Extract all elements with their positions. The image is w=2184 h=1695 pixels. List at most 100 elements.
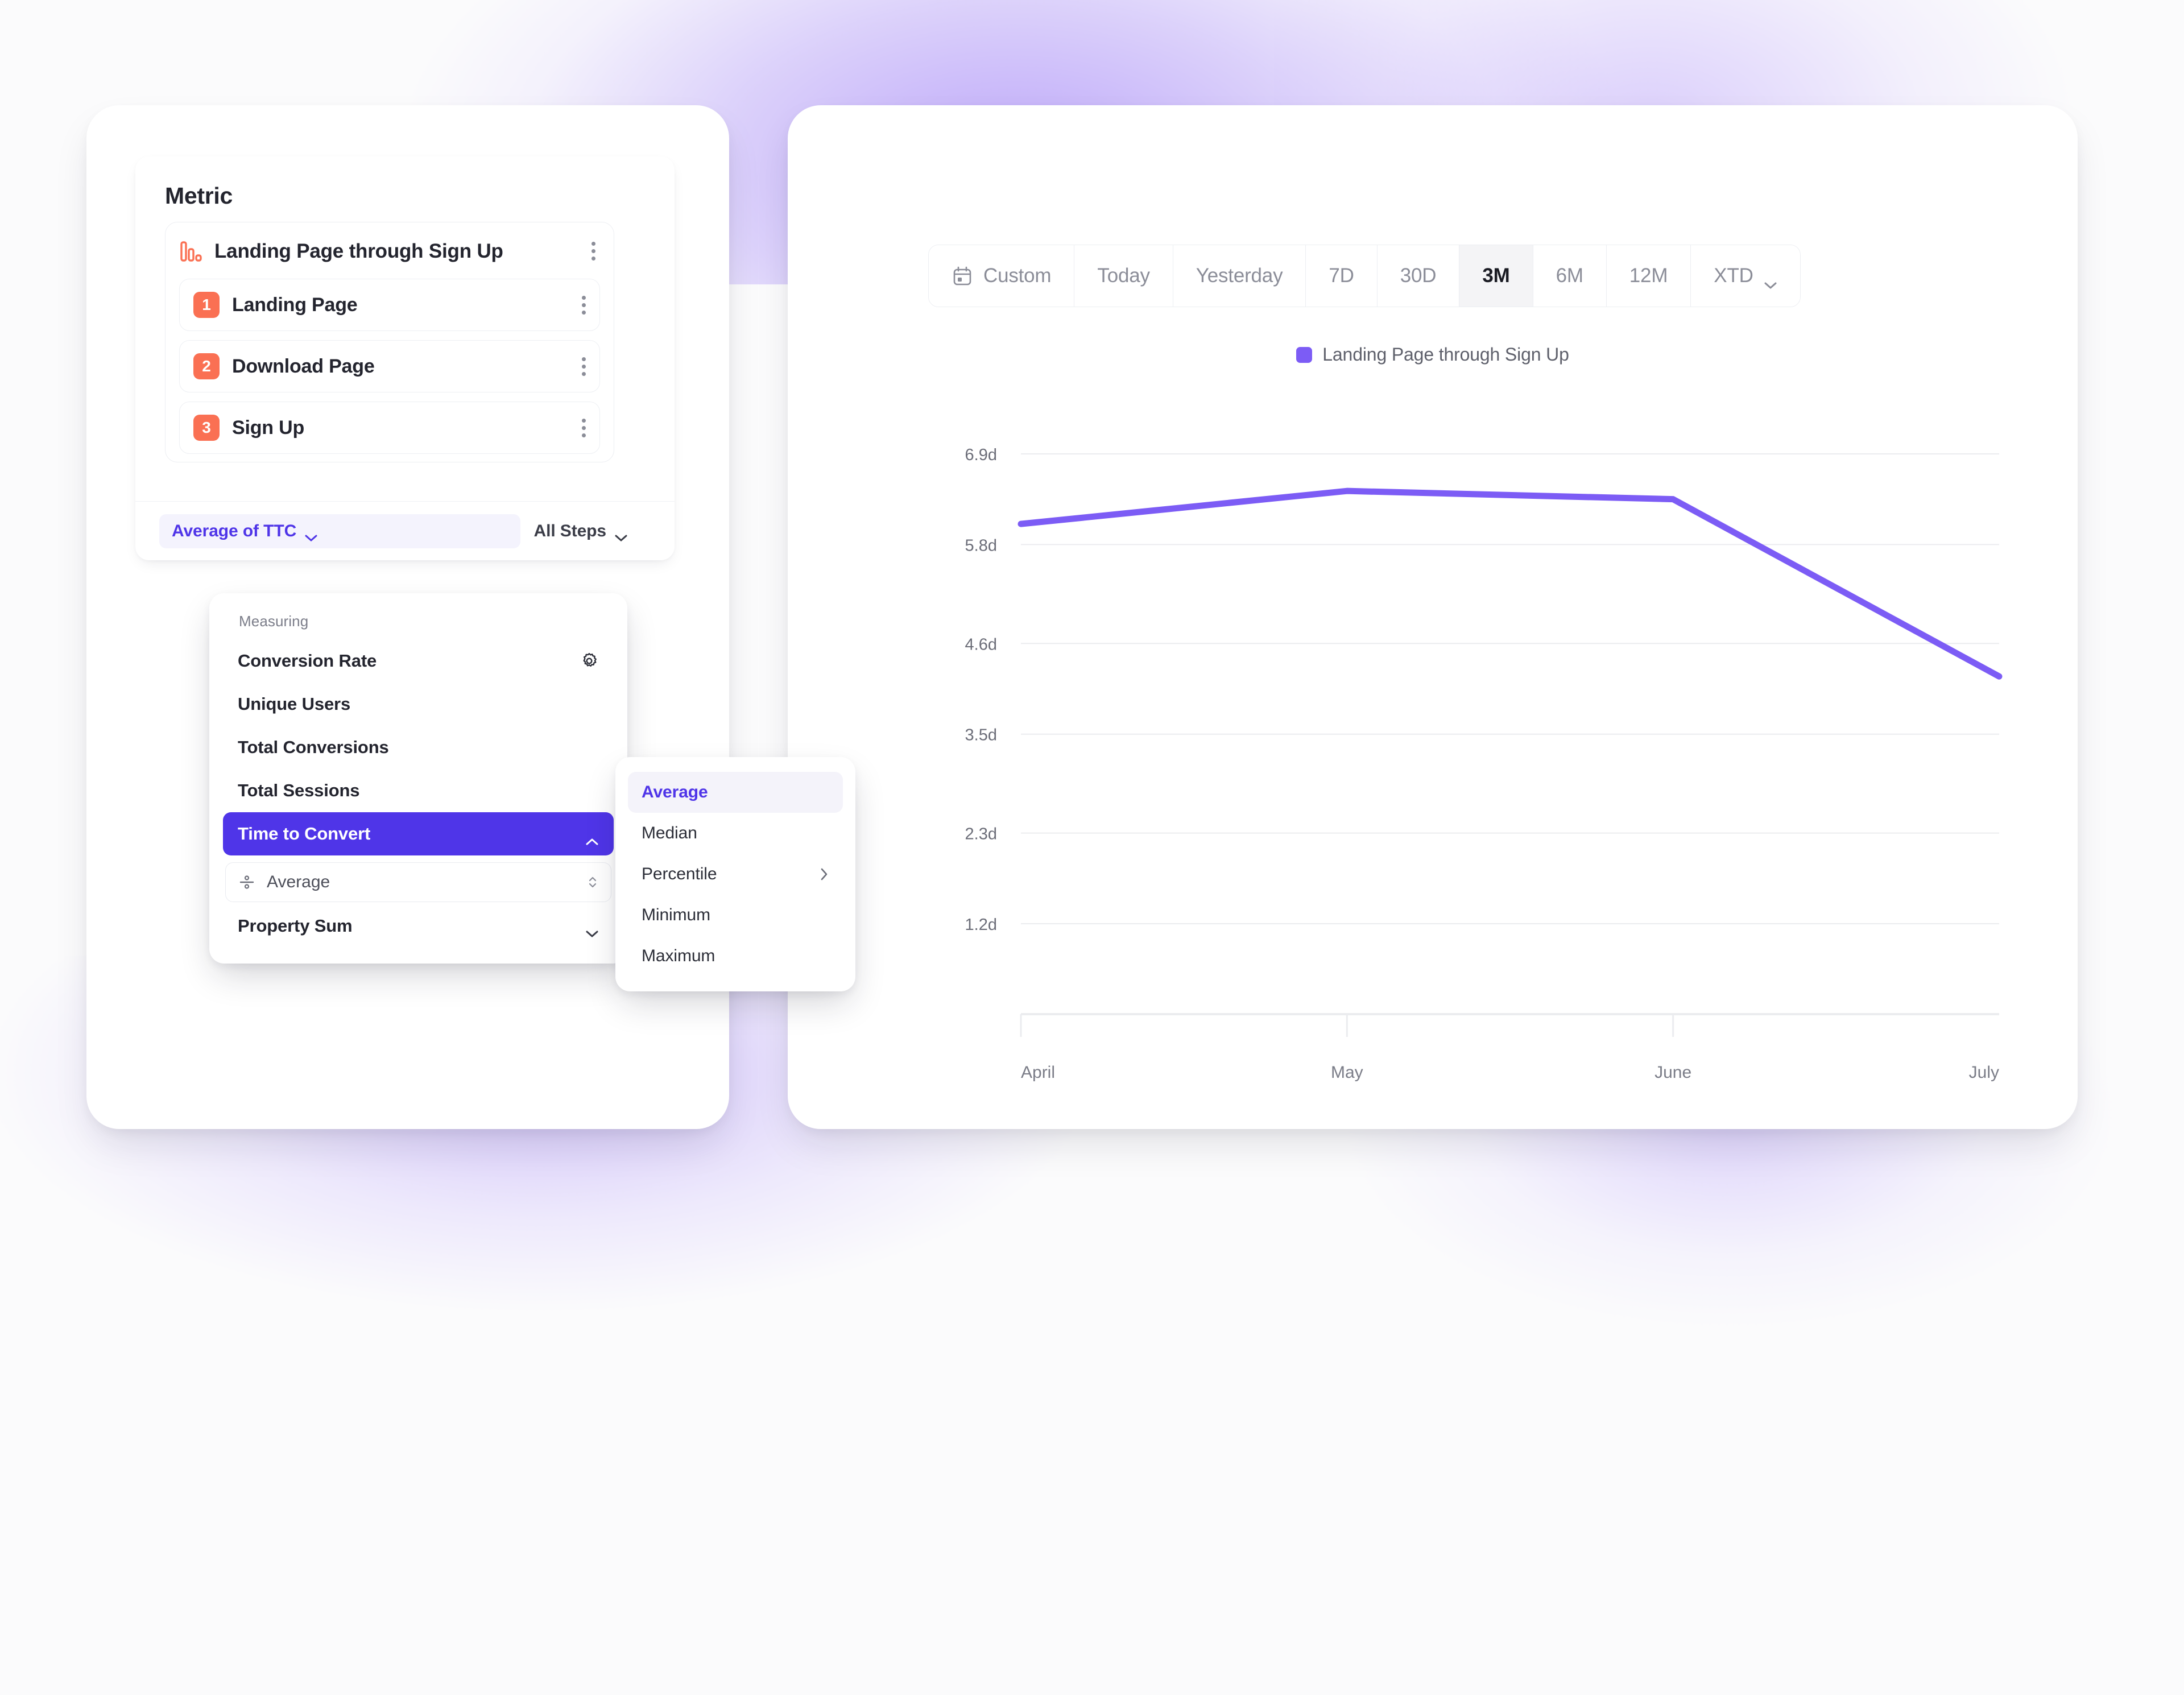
funnel-step-row-1[interactable]: 1 Landing Page [179, 279, 600, 331]
measure-selector-pill[interactable]: Average of TTC [159, 514, 520, 548]
aggregation-value: Average [267, 873, 330, 891]
gear-icon[interactable] [580, 651, 599, 671]
chart-area: Landing Page through Sign Up 6.9d 5.8d 4.6… [788, 344, 2078, 1106]
line-chart: 6.9d 5.8d 4.6d 3.5d 2.3d 1.2d April May June Jul… [965, 446, 2003, 1082]
range-segment-yesterday[interactable]: Yesterday [1173, 245, 1306, 307]
menu-item-label: Time to Convert [238, 824, 371, 844]
menu-item-conversion-rate[interactable]: Conversion Rate [223, 639, 614, 683]
range-segment-12m[interactable]: 12M [1606, 245, 1691, 307]
range-segment-7d[interactable]: 7D [1306, 245, 1378, 307]
menu-item-property-sum[interactable]: Property Sum [223, 904, 614, 948]
chart-x-axis [1020, 1013, 1999, 1037]
menu-item-time-to-convert[interactable]: Time to Convert [223, 812, 614, 855]
range-segment-label: 6M [1556, 264, 1583, 287]
submenu-item-label: Average [642, 783, 708, 801]
svg-text:4.6d: 4.6d [965, 635, 997, 654]
step-number-badge: 3 [193, 415, 220, 441]
measuring-dropdown-menu: Measuring Conversion Rate Unique Users T… [209, 593, 627, 964]
chart-series-line [1017, 487, 2003, 680]
step-number-badge: 2 [193, 353, 220, 379]
kebab-menu-icon[interactable] [578, 292, 589, 318]
range-segment-label: 7D [1329, 264, 1354, 287]
kebab-menu-icon[interactable] [578, 354, 589, 379]
funnel-step-row-3[interactable]: 3 Sign Up [179, 402, 600, 454]
menu-item-label: Unique Users [238, 694, 351, 714]
range-segment-label: XTD [1714, 264, 1753, 287]
svg-text:2.3d: 2.3d [965, 825, 997, 844]
step-number-badge: 1 [193, 292, 220, 318]
kebab-menu-icon[interactable] [588, 238, 599, 264]
page-title: Metric [165, 183, 233, 209]
steps-selector-label: All Steps [533, 521, 607, 540]
funnel-step-row-2[interactable]: 2 Download Page [179, 340, 600, 392]
up-down-arrows-icon [587, 874, 598, 891]
submenu-item-maximum[interactable]: Maximum [628, 936, 843, 977]
measure-selector-label: Average of TTC [172, 521, 297, 540]
menu-item-total-conversions[interactable]: Total Conversions [223, 726, 614, 769]
calendar-icon [952, 265, 973, 287]
submenu-item-median[interactable]: Median [628, 813, 843, 854]
legend-color-swatch [1296, 346, 1313, 363]
svg-text:April: April [1021, 1063, 1055, 1082]
submenu-item-label: Median [642, 824, 697, 842]
funnel-definition-box: Landing Page through Sign Up 1 Landing P… [165, 222, 614, 462]
submenu-item-label: Percentile [642, 865, 717, 883]
chevron-right-icon [819, 867, 829, 882]
submenu-item-percentile[interactable]: Percentile [628, 854, 843, 895]
kebab-menu-icon[interactable] [578, 415, 589, 441]
chevron-up-icon [585, 830, 599, 845]
range-segment-6m[interactable]: 6M [1533, 245, 1607, 307]
submenu-item-average[interactable]: Average [628, 772, 843, 813]
range-segment-custom[interactable]: Custom [929, 245, 1075, 307]
chart-x-axis-labels: April May June July [1021, 1063, 1999, 1082]
step-label: Download Page [232, 355, 375, 377]
submenu-item-minimum[interactable]: Minimum [628, 895, 843, 936]
range-segment-label: Custom [983, 264, 1052, 287]
range-segment-3m[interactable]: 3M [1459, 245, 1533, 307]
menu-item-label: Total Conversions [238, 737, 389, 757]
menu-item-label: Property Sum [238, 916, 353, 936]
date-range-selector: Custom Today Yesterday 7D 30D 3M 6M 12M … [928, 245, 1801, 307]
menu-item-total-sessions[interactable]: Total Sessions [223, 769, 614, 812]
range-segment-xtd[interactable]: XTD [1691, 245, 1800, 307]
legend-series-label: Landing Page through Sign Up [1322, 344, 1569, 365]
bar-chart-icon [180, 240, 204, 263]
svg-text:July: July [1969, 1063, 1999, 1082]
funnel-header-row[interactable]: Landing Page through Sign Up [166, 234, 614, 270]
range-segment-today[interactable]: Today [1074, 245, 1173, 307]
chart-legend: Landing Page through Sign Up [788, 344, 2078, 365]
submenu-item-label: Maximum [642, 946, 715, 965]
steps-selector[interactable]: All Steps [528, 514, 634, 548]
range-segment-30d[interactable]: 30D [1377, 245, 1460, 307]
chart-gridlines [1021, 453, 1999, 925]
aggregation-submenu: Average Median Percentile Minimum Maximu… [615, 757, 855, 991]
range-segment-label: 30D [1400, 264, 1437, 287]
menu-section-caption: Measuring [239, 613, 309, 630]
range-segment-label: Today [1097, 264, 1150, 287]
svg-text:1.2d: 1.2d [965, 916, 997, 934]
menu-item-unique-users[interactable]: Unique Users [223, 683, 614, 726]
range-segment-label: Yesterday [1196, 264, 1283, 287]
step-label: Sign Up [232, 416, 305, 439]
divide-icon [238, 874, 255, 891]
menu-item-label: Total Sessions [238, 780, 360, 800]
funnel-name: Landing Page through Sign Up [214, 239, 503, 262]
chart-card: Custom Today Yesterday 7D 30D 3M 6M 12M … [788, 105, 2078, 1129]
submenu-item-label: Minimum [642, 906, 710, 924]
chevron-down-icon [585, 922, 599, 937]
step-label: Landing Page [232, 293, 358, 316]
range-segment-label: 12M [1629, 264, 1668, 287]
metric-panel: Metric Landing Page through Sign Up 1 La… [135, 156, 675, 560]
chevron-down-icon [304, 527, 318, 541]
svg-text:6.9d: 6.9d [965, 446, 997, 464]
chevron-down-icon [614, 527, 628, 541]
chevron-down-icon [1764, 272, 1777, 289]
svg-text:June: June [1654, 1063, 1691, 1082]
svg-text:5.8d: 5.8d [965, 536, 997, 555]
svg-text:3.5d: 3.5d [965, 726, 997, 745]
svg-text:May: May [1331, 1063, 1363, 1082]
metric-panel-footer: Average of TTC All Steps [135, 501, 675, 560]
aggregation-select[interactable]: Average [225, 862, 611, 902]
menu-item-label: Conversion Rate [238, 651, 377, 671]
chart-y-axis-labels: 6.9d 5.8d 4.6d 3.5d 2.3d 1.2d [965, 446, 997, 934]
